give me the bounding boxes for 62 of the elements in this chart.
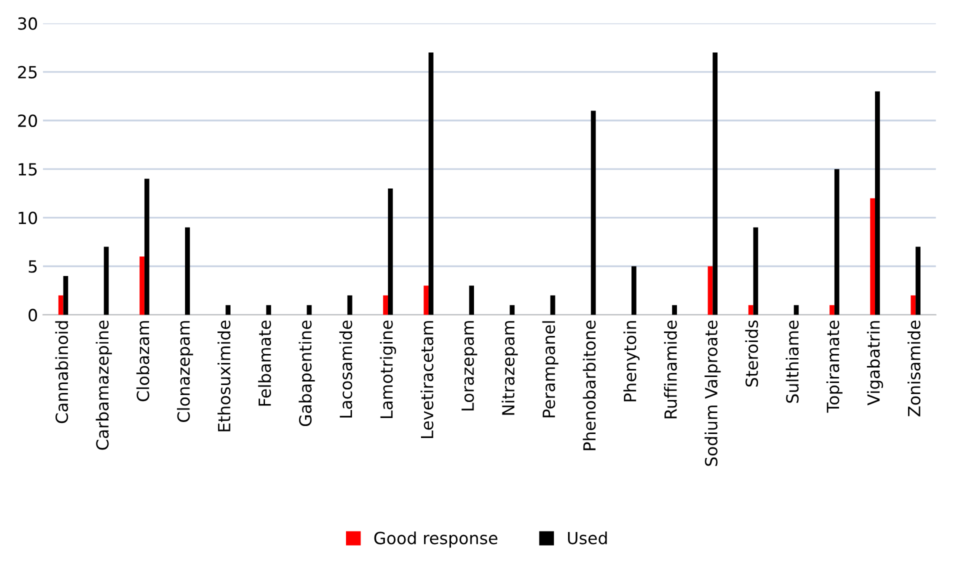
bar	[910, 295, 916, 315]
bar	[672, 305, 677, 315]
bar	[428, 52, 434, 315]
bar	[469, 286, 474, 315]
bar	[753, 227, 758, 315]
x-tick-label: Lorazepam	[462, 321, 478, 410]
legend-label: Good response	[374, 531, 498, 548]
y-tick-label: 30	[18, 17, 38, 30]
bar	[712, 52, 718, 315]
legend-label: Used	[568, 531, 607, 544]
bar	[550, 295, 556, 315]
bar	[708, 266, 713, 315]
x-tick-label: Clonazepam	[176, 321, 194, 422]
bar	[424, 286, 429, 315]
bar	[748, 305, 754, 315]
bar	[388, 188, 393, 315]
bar	[185, 227, 190, 315]
bar	[830, 305, 834, 315]
x-tick-label: Ethosuximide	[218, 320, 230, 432]
bar	[63, 276, 68, 315]
x-tick-label: Gabapentine	[298, 320, 315, 426]
x-tick-label: Clobazam	[136, 321, 150, 402]
bar	[916, 246, 920, 315]
x-tick-label: Lacosamide	[339, 320, 352, 418]
x-tick-label: Zonisamide	[908, 320, 920, 416]
bar	[794, 305, 799, 315]
bar	[104, 246, 109, 315]
x-tick-label: Lamotrigine	[380, 320, 396, 418]
bar	[834, 169, 840, 315]
x-tick-label: Sodium Valproate	[704, 320, 721, 466]
x-tick-label: Ruffinamide	[664, 320, 677, 418]
bar	[226, 305, 230, 315]
bar	[58, 295, 64, 315]
x-tick-label: Levetiracetam	[420, 321, 434, 438]
y-tick-label: 0	[28, 308, 38, 322]
bar	[266, 305, 272, 315]
x-tick-label: Felbamate	[258, 320, 272, 406]
bar	[140, 256, 144, 315]
bar	[510, 305, 515, 315]
y-tick-label: 15	[18, 163, 37, 176]
bar	[144, 178, 150, 315]
x-tick-label: Phenytoin	[623, 321, 640, 402]
x-tick-label: Vigabatrin	[866, 321, 884, 406]
bar	[875, 91, 880, 315]
x-tick-label: Steroids	[745, 320, 758, 387]
x-tick-label: Phenobarbitone	[582, 320, 596, 450]
bar	[870, 198, 876, 315]
bar	[631, 266, 636, 315]
x-tick-label: Nitrazepam	[502, 321, 518, 415]
x-tick-label: Carbamazepine	[96, 320, 112, 450]
x-tick-label: Cannabinoid	[55, 321, 68, 424]
bar	[306, 305, 312, 315]
x-tick-label: Perampanel	[542, 321, 558, 418]
y-tick-label: 5	[28, 260, 37, 273]
bar	[590, 110, 596, 315]
bar	[347, 295, 352, 315]
x-tick-label: Topiramate	[826, 320, 842, 413]
bar	[383, 295, 388, 315]
y-tick-label: 10	[18, 212, 38, 224]
y-tick-label: 20	[18, 114, 38, 128]
y-tick-label: 25	[18, 66, 37, 78]
x-tick-label: Sulthiame	[786, 320, 799, 403]
